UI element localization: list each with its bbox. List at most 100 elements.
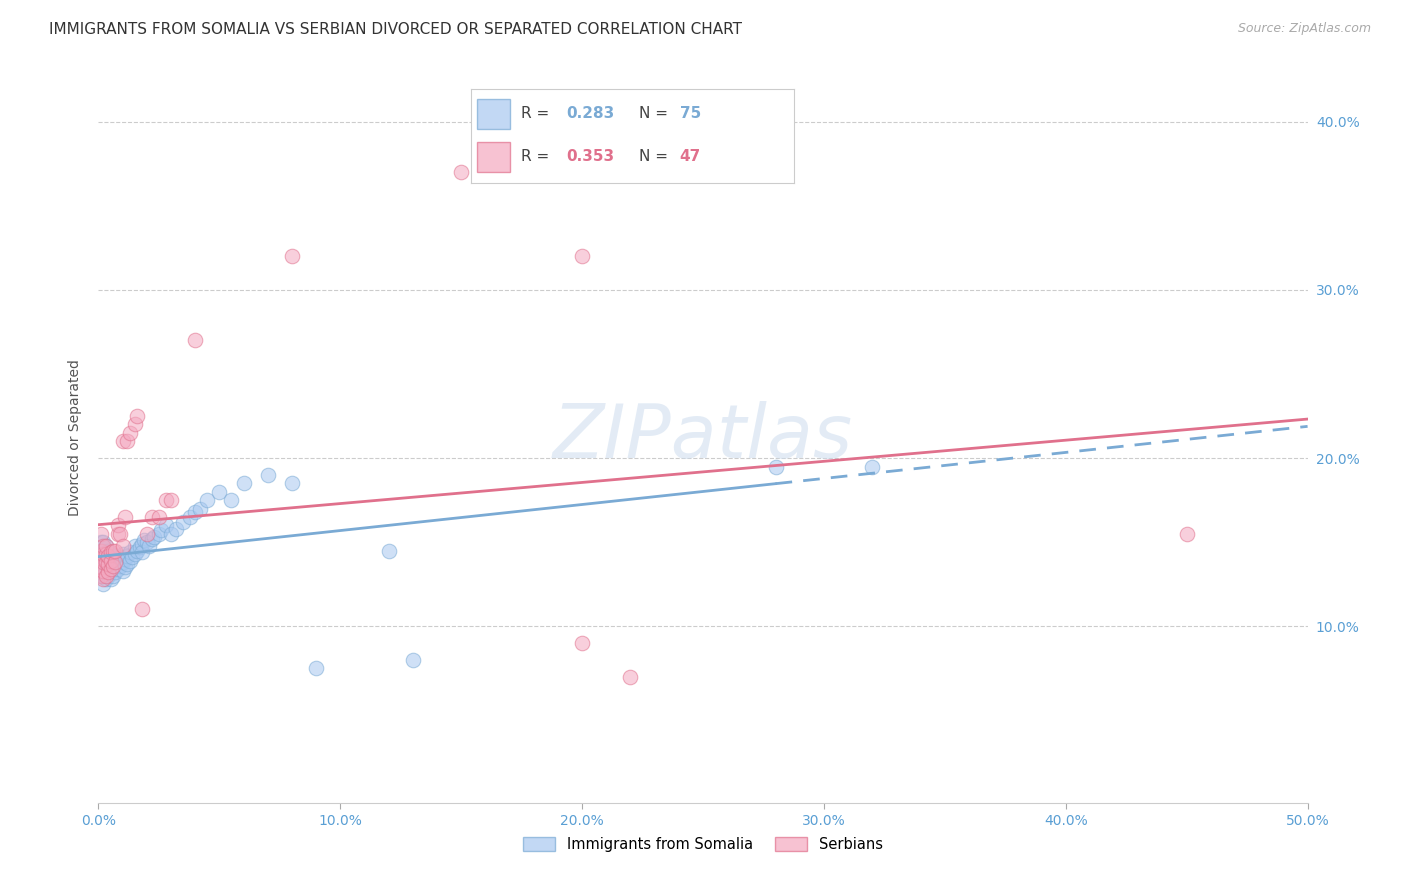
Point [107, 554, 129, 568]
Point [118, 554, 141, 568]
Point [100, 572, 122, 586]
Point [195, 493, 218, 508]
Point [100, 555, 122, 569]
Point [124, 417, 146, 432]
Point [138, 539, 160, 553]
Point [101, 552, 124, 566]
Point [91, 552, 114, 566]
Point [141, 510, 163, 524]
Point [121, 550, 143, 565]
Point [94, 555, 117, 569]
Point [114, 560, 136, 574]
Text: N =: N = [640, 149, 673, 164]
Text: ZIPatlas: ZIPatlas [553, 401, 853, 473]
Point [135, 535, 157, 549]
Point [91, 569, 114, 583]
Point [221, 493, 243, 508]
Point [91, 577, 114, 591]
Point [150, 524, 173, 538]
Point [90, 543, 112, 558]
Point [165, 522, 187, 536]
Point [107, 518, 129, 533]
Point [131, 545, 153, 559]
Point [104, 555, 127, 569]
Point [134, 533, 156, 548]
Point [305, 661, 328, 675]
Text: Source: ZipAtlas.com: Source: ZipAtlas.com [1237, 22, 1371, 36]
Point [208, 484, 231, 499]
Point [90, 569, 112, 583]
Point [114, 510, 136, 524]
Point [108, 558, 131, 573]
Point [108, 550, 131, 565]
Point [101, 569, 124, 583]
Point [450, 165, 472, 179]
Point [256, 467, 278, 482]
Point [107, 562, 129, 576]
Text: 75: 75 [679, 106, 700, 121]
Point [124, 547, 146, 561]
Point [131, 602, 153, 616]
Point [90, 560, 112, 574]
Point [281, 249, 304, 263]
Point [97, 543, 120, 558]
Point [107, 526, 129, 541]
Point [91, 539, 114, 553]
Point [97, 549, 120, 563]
Point [860, 459, 883, 474]
Point [402, 653, 425, 667]
Point [101, 543, 124, 558]
Point [188, 501, 211, 516]
Point [111, 539, 134, 553]
Point [160, 526, 183, 541]
Point [124, 539, 146, 553]
Point [101, 560, 124, 574]
Point [90, 552, 112, 566]
Point [104, 566, 127, 580]
Point [100, 564, 122, 578]
Point [91, 572, 114, 586]
Point [94, 564, 117, 578]
Point [108, 526, 131, 541]
Y-axis label: Divorced or Separated: Divorced or Separated [69, 359, 83, 516]
Point [143, 530, 166, 544]
Point [111, 547, 134, 561]
Point [172, 515, 194, 529]
Point [232, 476, 254, 491]
Point [90, 560, 112, 574]
Point [1175, 526, 1198, 541]
Point [118, 545, 141, 559]
Point [100, 547, 122, 561]
Point [765, 459, 787, 474]
Point [97, 552, 120, 566]
Text: N =: N = [640, 106, 673, 121]
Point [104, 543, 127, 558]
Point [179, 510, 201, 524]
Point [94, 539, 117, 553]
Point [94, 572, 117, 586]
Point [281, 476, 304, 491]
Text: 0.353: 0.353 [567, 149, 614, 164]
Point [100, 554, 122, 568]
Point [104, 557, 127, 571]
Point [97, 566, 120, 580]
Text: R =: R = [522, 149, 554, 164]
Point [160, 493, 183, 508]
Point [155, 493, 177, 508]
Point [117, 549, 139, 563]
Point [111, 564, 134, 578]
Point [94, 539, 117, 553]
Point [91, 564, 114, 578]
Point [118, 425, 141, 440]
Point [97, 557, 120, 571]
Point [97, 560, 120, 574]
FancyBboxPatch shape [478, 142, 510, 171]
Point [94, 555, 117, 569]
Point [148, 526, 170, 541]
Point [571, 249, 593, 263]
Point [127, 409, 149, 423]
Legend: Immigrants from Somalia, Serbians: Immigrants from Somalia, Serbians [517, 831, 889, 858]
Point [94, 569, 117, 583]
Point [114, 552, 136, 566]
Text: 47: 47 [679, 149, 700, 164]
